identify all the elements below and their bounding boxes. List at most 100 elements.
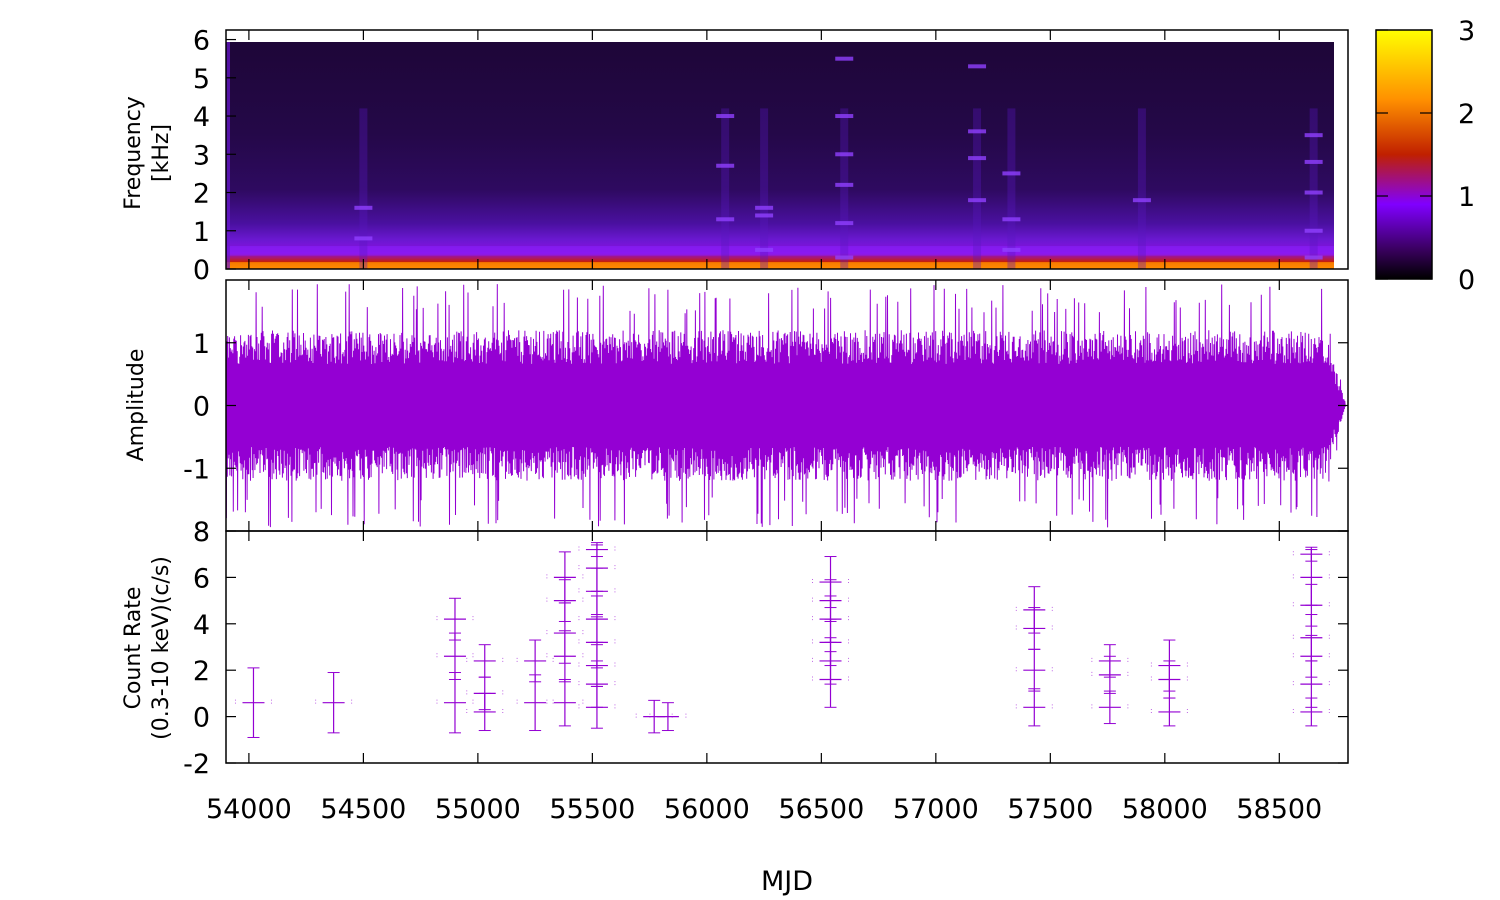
spectrogram-feature-line	[1002, 171, 1021, 176]
count-rate-y-ticks: -2 0 2 4 6 8	[183, 517, 1348, 780]
count-rate-point	[1015, 688, 1053, 727]
count-rate-point	[1150, 697, 1188, 727]
count-rate-frame	[225, 530, 1349, 764]
count-rate-ylabel-line2: (0.3-10 keV)(c/s)	[149, 556, 174, 740]
spectrogram-feature-line	[716, 217, 735, 222]
count-rate-point	[436, 632, 474, 680]
x-tick-label: 56000	[664, 794, 750, 825]
waveform-panel: -1 0 1 Amplitude	[124, 279, 1349, 532]
count-rate-point	[466, 644, 504, 678]
count-rate-point	[546, 551, 584, 604]
spectrogram-y-tick-label: 5	[193, 64, 210, 95]
count-rate-point	[466, 676, 504, 711]
x-tick-label: 54500	[320, 794, 406, 825]
spectrogram-feature-column	[840, 108, 849, 269]
spectrogram-feature-line	[755, 213, 774, 218]
count-rate-point	[635, 699, 673, 734]
spectrogram-ylabel-line2: [kHz]	[149, 124, 174, 182]
count-rate-point	[516, 674, 554, 732]
spectrogram-feature-line	[968, 64, 987, 69]
count-rate-point	[436, 672, 474, 734]
count-rate-y-tick-label: 8	[193, 517, 210, 548]
spectrogram-frame	[225, 29, 1349, 270]
count-rate-point	[1015, 648, 1053, 692]
spectrogram-feature-column	[1007, 108, 1016, 269]
spectrogram-feature-line	[835, 114, 854, 119]
colorbar-tick-label: 1	[1458, 182, 1475, 213]
x-tick-label: 55000	[435, 794, 521, 825]
spectrogram-feature-column	[359, 108, 368, 269]
spectrogram-feature-line	[968, 129, 987, 134]
spectrogram-feature-line	[716, 114, 735, 119]
spectrogram-y-tick-label: 1	[193, 217, 210, 248]
colorbar-ticks: 0 1 2 3	[1376, 16, 1475, 296]
count-rate-point	[315, 672, 353, 734]
spectrogram-feature-line	[1304, 190, 1323, 195]
x-axis-label: MJD	[761, 866, 813, 897]
count-rate-y-tick-label: 6	[193, 563, 210, 594]
count-rate-panel: -2 0 2 4 6 8 Count Rate (0.3-10 keV)(c/s)	[121, 517, 1349, 780]
spectrogram-feature-line	[1304, 255, 1323, 260]
spectrogram-feature-line	[1132, 198, 1151, 203]
count-rate-point	[649, 702, 687, 732]
count-rate-y-tick-label: 2	[193, 656, 210, 687]
spectrogram-feature-line	[835, 152, 854, 157]
spectrogram-feature-line	[716, 163, 735, 168]
spectrogram-feature-column	[1309, 108, 1318, 269]
count-rate-point	[1015, 586, 1053, 634]
count-rate-y-tick-label: 0	[193, 703, 210, 734]
count-rate-point	[1091, 690, 1129, 725]
count-rate-point	[578, 542, 616, 558]
colorbar: 0 1 2 3	[1375, 16, 1475, 296]
spectrogram-feature-column	[760, 108, 769, 269]
count-rate-points	[234, 542, 1330, 738]
x-tick-label: 58000	[1122, 794, 1208, 825]
spectrogram-feature-column	[1137, 108, 1146, 269]
spectrogram-left-edge	[226, 42, 230, 269]
count-rate-point	[516, 639, 554, 683]
colorbar-tick-label: 3	[1458, 16, 1475, 47]
colorbar-gradient	[1375, 29, 1433, 280]
x-tick-label: 54000	[206, 794, 292, 825]
spectrogram-feature-line	[835, 221, 854, 226]
count-rate-point	[1292, 546, 1330, 562]
spectrogram-heatmap	[226, 42, 1334, 269]
x-tick-label: 58500	[1236, 794, 1322, 825]
spectrogram-feature-line	[1304, 133, 1323, 138]
spectrogram-feature-line	[835, 56, 854, 61]
spectrogram-feature-line	[835, 182, 854, 187]
waveform-y-tick-label: 1	[193, 329, 210, 360]
count-rate-y-tick-label: -2	[183, 749, 210, 780]
count-rate-point	[1091, 644, 1129, 678]
count-rate-point	[436, 597, 474, 641]
spectrogram-feature-line	[354, 205, 373, 210]
count-rate-ylabel-line1: Count Rate	[121, 587, 146, 710]
spectrogram-feature-line	[755, 205, 774, 210]
count-rate-point	[1150, 639, 1188, 692]
spectrogram-base-band	[226, 262, 1334, 269]
waveform-y-tick-label: -1	[183, 454, 210, 485]
spectrogram-ylabel-line1: Frequency	[121, 96, 146, 210]
spectrogram-y-tick-label: 6	[193, 26, 210, 57]
x-tick-label: 57500	[1007, 794, 1093, 825]
count-rate-point	[234, 667, 272, 738]
x-axis-ticks: 54000 54500 55000 55500 56000 56500 57000 57500…	[206, 30, 1322, 825]
count-rate-point	[812, 556, 850, 609]
spectrogram-feature-line	[835, 255, 854, 260]
spectrogram-feature-line	[968, 156, 987, 161]
spectrogram-y-tick-label: 0	[193, 255, 210, 286]
count-rate-y-tick-label: 4	[193, 610, 210, 641]
spectrogram-feature-column	[721, 108, 730, 269]
spectrogram-y-tick-label: 3	[193, 140, 210, 171]
spectrogram-feature-line	[1002, 247, 1021, 252]
x-tick-label: 56500	[778, 794, 864, 825]
spectrogram-panel: 0 1 2 3 4 5 6 Frequency [kHz]	[121, 26, 1349, 286]
x-tick-label: 57000	[893, 794, 979, 825]
spectrogram-feature-column	[973, 108, 982, 269]
waveform-y-tick-label: 0	[193, 392, 210, 423]
spectrogram-feature-line	[1002, 217, 1021, 222]
spectrogram-feature-line	[1304, 228, 1323, 233]
spectrogram-y-tick-label: 4	[193, 102, 210, 133]
spectrogram-low-band	[226, 246, 1334, 256]
